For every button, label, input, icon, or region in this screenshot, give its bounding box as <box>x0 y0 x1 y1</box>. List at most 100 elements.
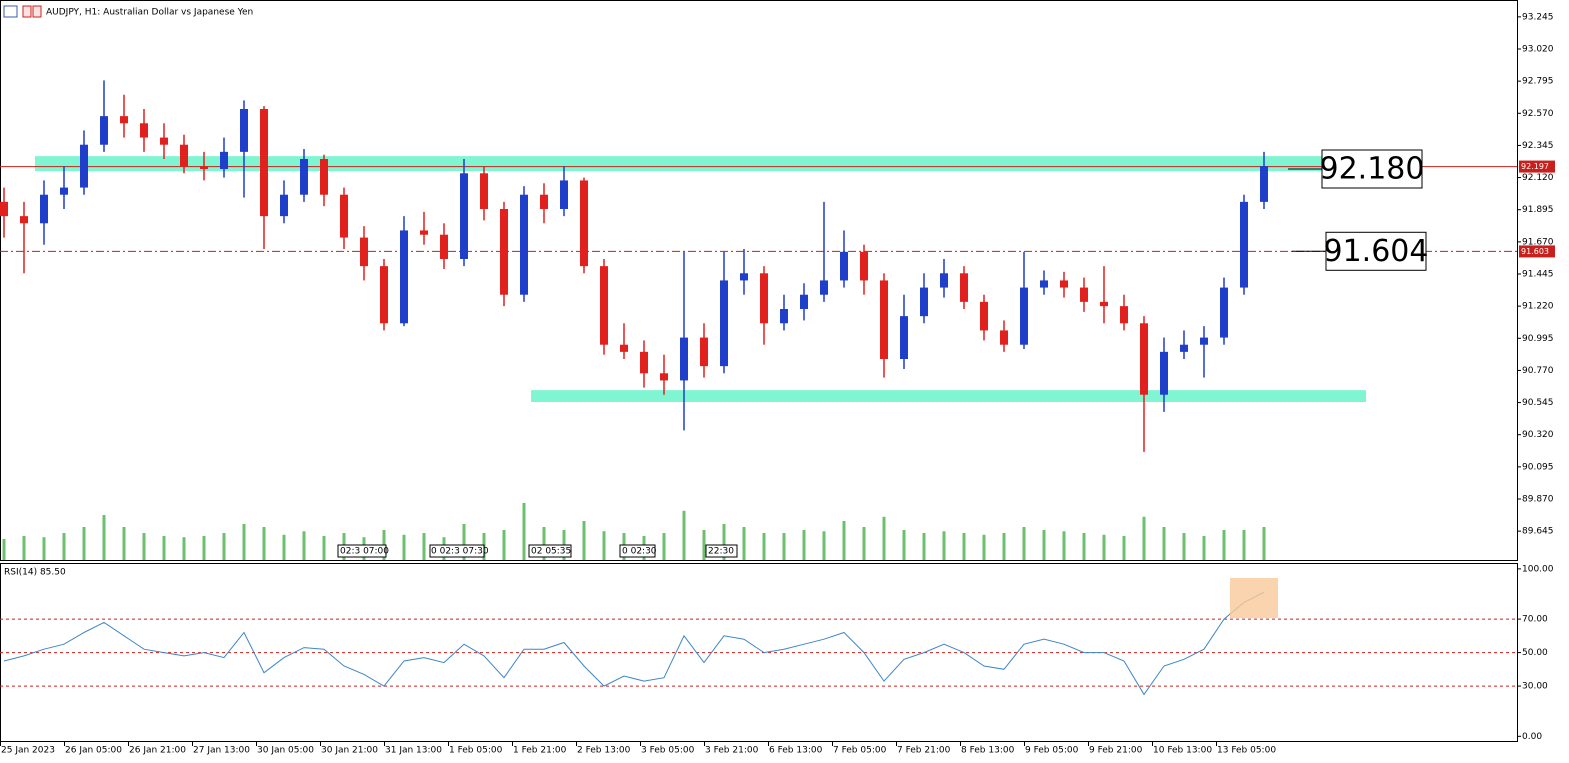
candle-body <box>240 109 248 152</box>
buy-icon[interactable] <box>22 5 32 18</box>
candle-body <box>620 344 628 352</box>
volume-bar <box>702 530 706 560</box>
volume-bar <box>842 521 846 560</box>
candle-body <box>720 280 728 367</box>
y-tick-label: 90.095 <box>1522 462 1554 472</box>
candle-body <box>960 273 968 302</box>
candle-body <box>540 194 548 209</box>
candle-body <box>340 194 348 238</box>
volume-bar <box>182 537 186 560</box>
volume-bar <box>1022 527 1026 560</box>
rsi-tick-label: 50.00 <box>1522 648 1548 658</box>
price-zone <box>35 156 1330 172</box>
x-tick-label: 6 Feb 13:00 <box>769 746 823 756</box>
volume-bar <box>142 533 146 560</box>
chart-title: AUDJPY, H1: Australian Dollar vs Japanes… <box>46 8 253 18</box>
candle-body <box>260 109 268 217</box>
volume-bar <box>782 533 786 560</box>
label-box <box>528 544 572 558</box>
candle-body <box>660 373 668 381</box>
candle-body <box>20 216 28 224</box>
x-tick-label: 7 Feb 21:00 <box>897 746 951 756</box>
x-tick-label: 7 Feb 05:00 <box>833 746 887 756</box>
candle-body <box>380 266 388 324</box>
candle-body <box>860 251 868 281</box>
x-tick-label: 13 Feb 05:00 <box>1217 746 1276 756</box>
volume-bar <box>742 527 746 560</box>
x-tick-label: 10 Feb 13:00 <box>1153 746 1212 756</box>
volume-bar <box>1082 533 1086 560</box>
candle-body <box>880 280 888 359</box>
y-tick-label: 92.345 <box>1522 141 1554 151</box>
candle-body <box>700 337 708 367</box>
y-tick-label: 93.245 <box>1522 12 1554 22</box>
x-tick-label: 30 Jan 21:00 <box>321 746 378 756</box>
y-tick-label: 90.545 <box>1522 398 1554 408</box>
rsi-line <box>3 591 1265 696</box>
y-tick-label: 91.670 <box>1522 237 1554 247</box>
volume-bar <box>402 534 406 560</box>
volume-bar <box>722 524 726 560</box>
x-tick-label: 1 Feb 21:00 <box>513 746 567 756</box>
volume-bar <box>1002 533 1006 560</box>
x-tick-label: 2 Feb 13:00 <box>577 746 631 756</box>
volume-bar <box>82 527 86 560</box>
candle-body <box>1200 337 1208 345</box>
candle-body <box>220 151 228 169</box>
candle-body <box>500 209 508 295</box>
volume-bar <box>802 530 806 560</box>
candle-body <box>80 144 88 188</box>
candle-body <box>520 194 528 295</box>
volume-bar <box>982 534 986 560</box>
x-tick-label: 3 Feb 21:00 <box>705 746 759 756</box>
overlay-label: 22:30 <box>708 547 734 557</box>
candle-body <box>980 301 988 331</box>
overlay-labels: 02:3 07:00 0 02:3 07:30 02 05:35 0 02:30… <box>337 544 738 558</box>
volume-bar <box>22 536 26 560</box>
volume-bar <box>302 531 306 560</box>
rsi-tick-label: 70.00 <box>1522 615 1548 625</box>
candle-body <box>1160 351 1168 395</box>
label-box <box>705 544 738 558</box>
candle-body <box>420 230 428 235</box>
price-tag <box>1519 160 1555 173</box>
volume-bar <box>1162 527 1166 560</box>
candle-body <box>740 273 748 281</box>
candle-body <box>60 187 68 195</box>
y-tick-label: 93.020 <box>1522 45 1554 55</box>
x-tick-label: 8 Feb 13:00 <box>961 746 1015 756</box>
candle-body <box>1020 287 1028 345</box>
sell-icon[interactable] <box>32 5 42 18</box>
volume-bar <box>1122 536 1126 560</box>
candle-body <box>640 351 648 374</box>
rsi-tick-label: 30.00 <box>1522 682 1548 692</box>
volume-bar <box>242 524 246 560</box>
volume-bar <box>942 531 946 560</box>
candle-body <box>300 159 308 195</box>
x-tick-label: 26 Jan 21:00 <box>129 746 186 756</box>
annotation-label: 92.180 <box>1320 152 1425 187</box>
volume-bar <box>422 533 426 560</box>
y-tick-label: 92.795 <box>1522 77 1554 87</box>
menu-icon[interactable] <box>3 5 18 18</box>
rsi-tick-label: 100.00 <box>1522 564 1554 574</box>
y-tick-label: 91.445 <box>1522 270 1554 280</box>
plot-layer <box>0 80 1517 696</box>
candle-body <box>760 273 768 324</box>
volume-bar <box>202 536 206 560</box>
x-tick-label: 9 Feb 21:00 <box>1089 746 1143 756</box>
price-zone <box>531 390 1366 402</box>
volume-bar <box>962 533 966 560</box>
y-tick-label: 89.870 <box>1522 495 1554 505</box>
candle-body <box>400 230 408 324</box>
y-tick-label: 91.895 <box>1522 205 1554 215</box>
volume-bar <box>682 510 686 560</box>
label-box <box>337 544 387 558</box>
candle-body <box>440 234 448 259</box>
x-tick-label: 31 Jan 13:00 <box>385 746 442 756</box>
volume-bar <box>122 527 126 560</box>
y-tick-label: 92.120 <box>1522 173 1554 183</box>
candle-body <box>100 116 108 145</box>
candle-body <box>40 194 48 224</box>
